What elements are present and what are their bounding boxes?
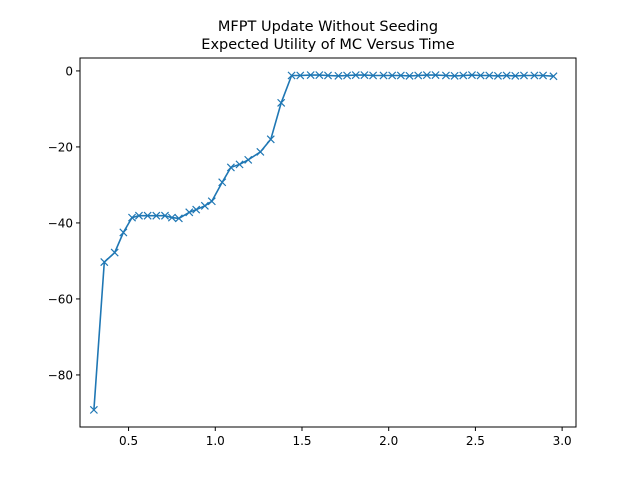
x-tick-label: 2.5 bbox=[466, 434, 485, 448]
data-point-marker bbox=[185, 208, 194, 217]
data-point-marker bbox=[502, 71, 511, 80]
data-point-marker bbox=[218, 178, 227, 187]
chart-title-line-2: Expected Utility of MC Versus Time bbox=[201, 37, 454, 53]
y-tick-label: −20 bbox=[48, 140, 73, 154]
data-point-marker bbox=[266, 135, 275, 144]
data-point-marker bbox=[100, 258, 109, 267]
data-point-marker bbox=[485, 71, 494, 80]
data-point-marker bbox=[414, 71, 423, 80]
data-point-marker bbox=[379, 71, 388, 80]
data-point-marker bbox=[431, 71, 440, 80]
data-point-marker bbox=[369, 71, 378, 80]
data-point-marker bbox=[152, 211, 161, 220]
data-point-marker bbox=[450, 71, 459, 80]
data-point-marker bbox=[396, 71, 405, 80]
series-line bbox=[93, 74, 554, 410]
data-point-marker bbox=[134, 211, 143, 220]
data-point-marker bbox=[110, 248, 119, 257]
data-point-marker bbox=[226, 163, 235, 172]
data-point-marker bbox=[422, 71, 431, 80]
data-point-marker bbox=[128, 213, 137, 222]
series-layer bbox=[89, 71, 558, 414]
data-point-marker bbox=[441, 71, 450, 80]
data-point-marker bbox=[467, 71, 476, 80]
data-point-marker bbox=[511, 71, 520, 80]
x-axis: 0.5 1.0 1.5 2.0 2.5 3.0 bbox=[119, 427, 572, 448]
data-point-marker bbox=[539, 71, 548, 80]
data-point-marker bbox=[119, 228, 128, 237]
x-tick-label: 1.5 bbox=[292, 434, 311, 448]
data-point-marker bbox=[167, 213, 176, 222]
data-point-marker bbox=[476, 71, 485, 80]
data-point-marker bbox=[351, 71, 360, 80]
data-point-marker bbox=[256, 147, 265, 156]
data-point-marker bbox=[549, 72, 558, 81]
data-point-marker bbox=[89, 405, 98, 414]
x-tick-label: 3.0 bbox=[553, 434, 572, 448]
chart-title-line-1: MFPT Update Without Seeding bbox=[218, 19, 438, 35]
y-tick-label: −60 bbox=[48, 292, 73, 306]
x-tick-label: 0.5 bbox=[119, 434, 138, 448]
data-point-marker bbox=[296, 71, 305, 80]
data-point-marker bbox=[530, 71, 539, 80]
data-point-marker bbox=[306, 71, 315, 80]
y-tick-label: −80 bbox=[48, 368, 73, 382]
x-tick-label: 2.0 bbox=[379, 434, 398, 448]
data-point-marker bbox=[192, 205, 201, 214]
data-point-marker bbox=[143, 211, 152, 220]
data-point-marker bbox=[388, 71, 397, 80]
data-point-marker bbox=[519, 71, 528, 80]
data-point-marker bbox=[277, 98, 286, 107]
data-point-marker bbox=[244, 155, 253, 164]
data-point-marker bbox=[200, 201, 209, 210]
y-axis: 0 −20 −40 −60 −80 bbox=[48, 64, 80, 382]
data-point-marker bbox=[160, 211, 170, 220]
data-point-marker bbox=[207, 197, 216, 206]
data-point-marker bbox=[174, 214, 183, 223]
data-point-marker bbox=[334, 71, 343, 80]
data-point-marker bbox=[493, 71, 502, 80]
x-tick-label: 1.0 bbox=[206, 434, 225, 448]
plot-area-frame bbox=[79, 57, 577, 428]
y-tick-label: 0 bbox=[65, 64, 73, 78]
data-point-marker bbox=[405, 71, 414, 80]
data-point-marker bbox=[360, 71, 369, 80]
data-point-marker bbox=[323, 71, 333, 80]
data-point-marker bbox=[315, 71, 324, 80]
data-point-marker bbox=[343, 71, 352, 80]
data-point-marker bbox=[459, 71, 468, 80]
data-point-marker bbox=[235, 160, 244, 169]
y-tick-label: −40 bbox=[48, 216, 73, 230]
data-point-marker bbox=[287, 71, 296, 80]
